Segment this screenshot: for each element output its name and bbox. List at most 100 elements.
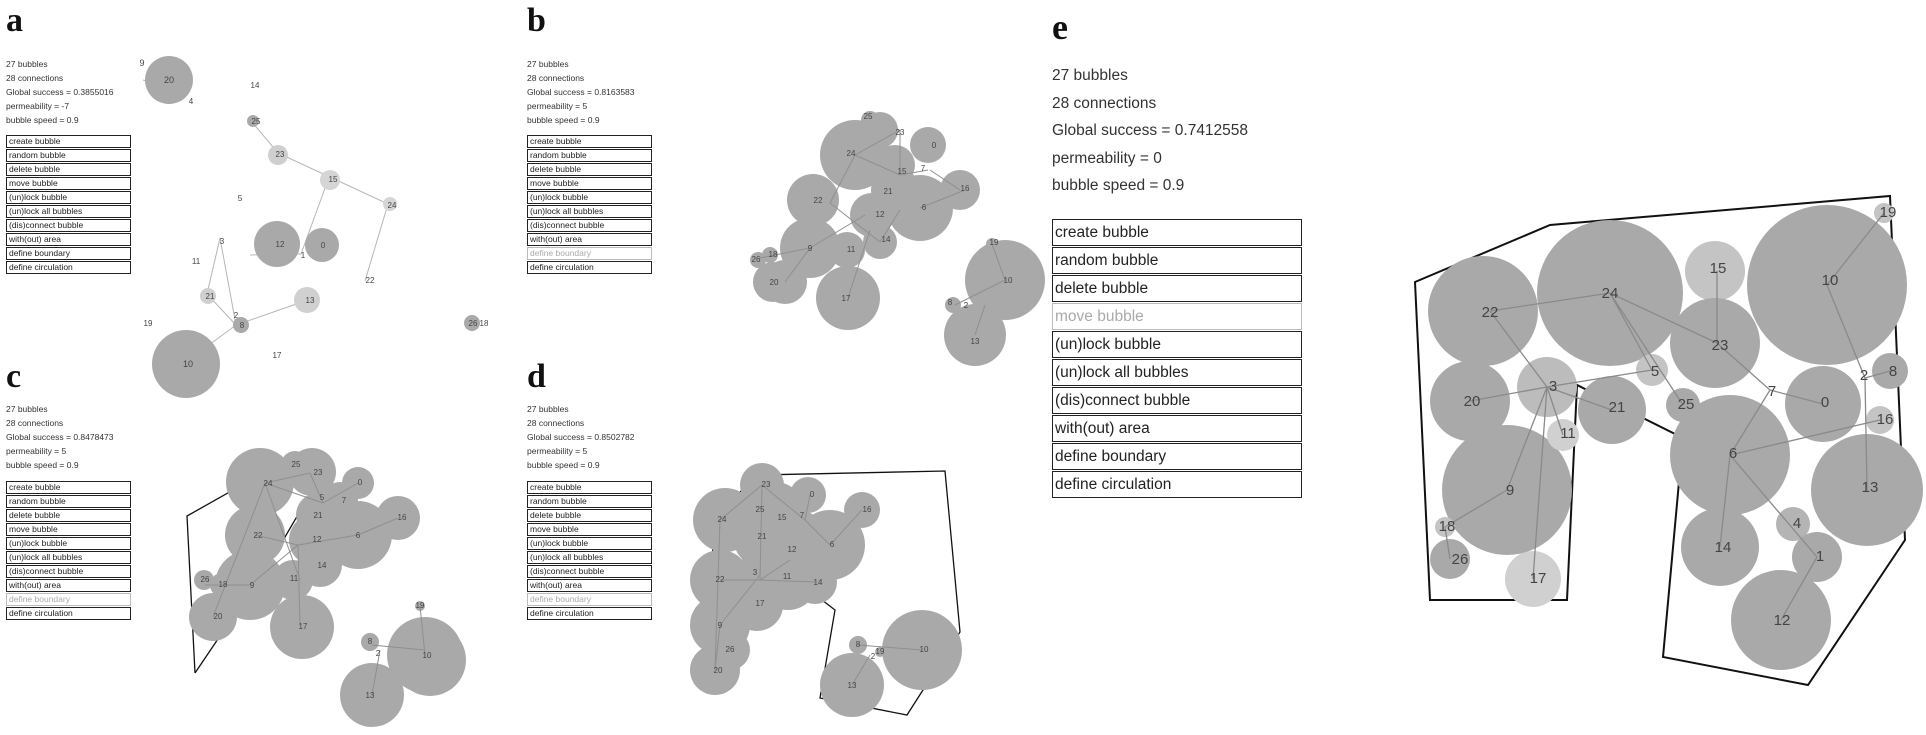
bubble-13[interactable]: 13: [294, 287, 320, 313]
bubble-19[interactable]: 19: [990, 238, 999, 247]
bubble-23[interactable]: 23: [268, 145, 288, 165]
bubble-2[interactable]: 2: [871, 652, 876, 661]
menu-item-delete-bubble[interactable]: delete bubble: [6, 163, 131, 176]
bubble-20[interactable]: 20: [714, 666, 723, 675]
bubble-7[interactable]: 7: [800, 511, 805, 520]
menu-item-random-bubble[interactable]: random bubble: [6, 495, 131, 508]
bubble-3[interactable]: 3: [1549, 378, 1557, 395]
bubble-9[interactable]: 9: [1506, 482, 1514, 499]
bubble-15[interactable]: 15: [898, 167, 907, 176]
bubble-19[interactable]: 19: [416, 601, 425, 610]
bubble-2[interactable]: 2: [234, 311, 239, 320]
bubble-12[interactable]: 12: [1774, 612, 1791, 629]
menu-item-dis-connect-bubble[interactable]: (dis)connect bubble: [1052, 387, 1302, 414]
bubble-15[interactable]: 15: [1710, 260, 1727, 277]
menu-item-random-bubble[interactable]: random bubble: [527, 149, 652, 162]
menu-item-move-bubble[interactable]: move bubble: [1052, 303, 1302, 330]
bubble-4[interactable]: 4: [1793, 515, 1801, 532]
bubble-15[interactable]: 5: [320, 493, 325, 502]
bubble-14[interactable]: 14: [251, 81, 260, 90]
bubble-8[interactable]: 8: [1889, 363, 1897, 380]
bubble-8[interactable]: 8: [856, 640, 861, 649]
bubble-12[interactable]: 12: [254, 221, 300, 267]
menu-item-un-lock-all-bubbles[interactable]: (un)lock all bubbles: [1052, 359, 1302, 386]
bubble-18[interactable]: 18: [1439, 518, 1456, 535]
bubble-14[interactable]: 14: [318, 561, 327, 570]
bubble-13[interactable]: 13: [971, 337, 980, 346]
bubble-5[interactable]: 5: [238, 194, 243, 203]
bubble-11[interactable]: 11: [290, 574, 299, 583]
bubble-23[interactable]: 23: [1712, 337, 1729, 354]
bubble-16[interactable]: 16: [863, 505, 872, 514]
bubble-15[interactable]: 15: [320, 170, 340, 190]
menu-item-dis-connect-bubble[interactable]: (dis)connect bubble: [527, 565, 652, 578]
bubble-11[interactable]: 11: [192, 257, 201, 266]
menu-item-random-bubble[interactable]: random bubble: [6, 149, 131, 162]
bubble-20[interactable]: 20: [1464, 393, 1481, 410]
menu-item-un-lock-all-bubbles[interactable]: (un)lock all bubbles: [6, 551, 131, 564]
menu-item-define-boundary[interactable]: define boundary: [527, 593, 652, 606]
bubble-9[interactable]: 9: [808, 244, 813, 253]
menu-item-define-circulation[interactable]: define circulation: [527, 607, 652, 620]
bubble-16[interactable]: 16: [398, 513, 407, 522]
bubble-26[interactable]: 26: [464, 315, 480, 331]
bubble-10[interactable]: 10: [152, 330, 220, 398]
bubble-7[interactable]: 7: [921, 164, 926, 173]
bubble-2[interactable]: 2: [964, 301, 969, 310]
bubble-23[interactable]: 23: [314, 468, 323, 477]
bubble-12[interactable]: 12: [313, 535, 322, 544]
menu-item-with-out-area[interactable]: with(out) area: [6, 579, 131, 592]
bubble-8[interactable]: 8: [233, 317, 249, 333]
bubble-22[interactable]: 22: [1482, 304, 1499, 321]
menu-item-delete-bubble[interactable]: delete bubble: [6, 509, 131, 522]
menu-item-define-circulation[interactable]: define circulation: [527, 261, 652, 274]
menu-item-un-lock-all-bubbles[interactable]: (un)lock all bubbles: [527, 551, 652, 564]
bubble-25[interactable]: 25: [864, 112, 873, 121]
bubble-22[interactable]: 22: [814, 196, 823, 205]
bubble-10[interactable]: 10: [1822, 272, 1839, 289]
bubble-24[interactable]: 24: [847, 149, 856, 158]
bubble-20[interactable]: 20: [145, 56, 193, 104]
menu-item-un-lock-bubble[interactable]: (un)lock bubble: [6, 191, 131, 204]
menu-item-define-boundary[interactable]: define boundary: [1052, 443, 1302, 470]
bubble-25[interactable]: 25: [247, 115, 261, 127]
bubble-21[interactable]: 21: [314, 511, 323, 520]
bubble-9[interactable]: 9: [139, 58, 144, 68]
menu-item-dis-connect-bubble[interactable]: (dis)connect bubble: [527, 219, 652, 232]
bubble-12[interactable]: 12: [876, 210, 885, 219]
bubble-21[interactable]: 21: [758, 532, 767, 541]
menu-item-delete-bubble[interactable]: delete bubble: [1052, 275, 1302, 302]
menu-item-create-bubble[interactable]: create bubble: [1052, 219, 1302, 246]
bubble-16[interactable]: 16: [1877, 411, 1894, 428]
bubble-21[interactable]: 21: [884, 187, 893, 196]
bubble-19[interactable]: 19: [1880, 204, 1897, 221]
menu-item-delete-bubble[interactable]: delete bubble: [527, 509, 652, 522]
menu-item-un-lock-bubble[interactable]: (un)lock bubble: [527, 537, 652, 550]
menu-item-un-lock-all-bubbles[interactable]: (un)lock all bubbles: [6, 205, 131, 218]
bubble-17[interactable]: 17: [842, 294, 851, 303]
bubble-24[interactable]: 24: [718, 515, 727, 524]
bubble-18[interactable]: 18: [480, 319, 489, 328]
bubble-9[interactable]: 9: [250, 581, 255, 590]
bubble-10[interactable]: 10: [1004, 276, 1013, 285]
bubble-26[interactable]: 26: [752, 255, 761, 264]
bubble-0[interactable]: 0: [932, 141, 937, 150]
bubble-6[interactable]: 6: [830, 540, 835, 549]
bubble-6[interactable]: 6: [1729, 445, 1737, 462]
menu-item-create-bubble[interactable]: create bubble: [527, 481, 652, 494]
menu-item-create-bubble[interactable]: create bubble: [6, 481, 131, 494]
menu-item-with-out-area[interactable]: with(out) area: [527, 233, 652, 246]
bubble-22[interactable]: 22: [366, 276, 375, 285]
bubble-17[interactable]: 17: [1530, 570, 1547, 587]
bubble-21[interactable]: 21: [200, 288, 216, 304]
menu-item-move-bubble[interactable]: move bubble: [6, 177, 131, 190]
bubble-1[interactable]: 1: [301, 251, 306, 260]
bubble-0[interactable]: 0: [305, 228, 339, 262]
bubble-17[interactable]: 17: [299, 622, 308, 631]
bubble-26[interactable]: 26: [1452, 551, 1469, 568]
bubble-19[interactable]: 19: [876, 647, 885, 656]
bubble-26[interactable]: 26: [201, 575, 210, 584]
menu-item-move-bubble[interactable]: move bubble: [527, 523, 652, 536]
menu-item-define-boundary[interactable]: define boundary: [6, 247, 131, 260]
menu-item-un-lock-bubble[interactable]: (un)lock bubble: [1052, 331, 1302, 358]
